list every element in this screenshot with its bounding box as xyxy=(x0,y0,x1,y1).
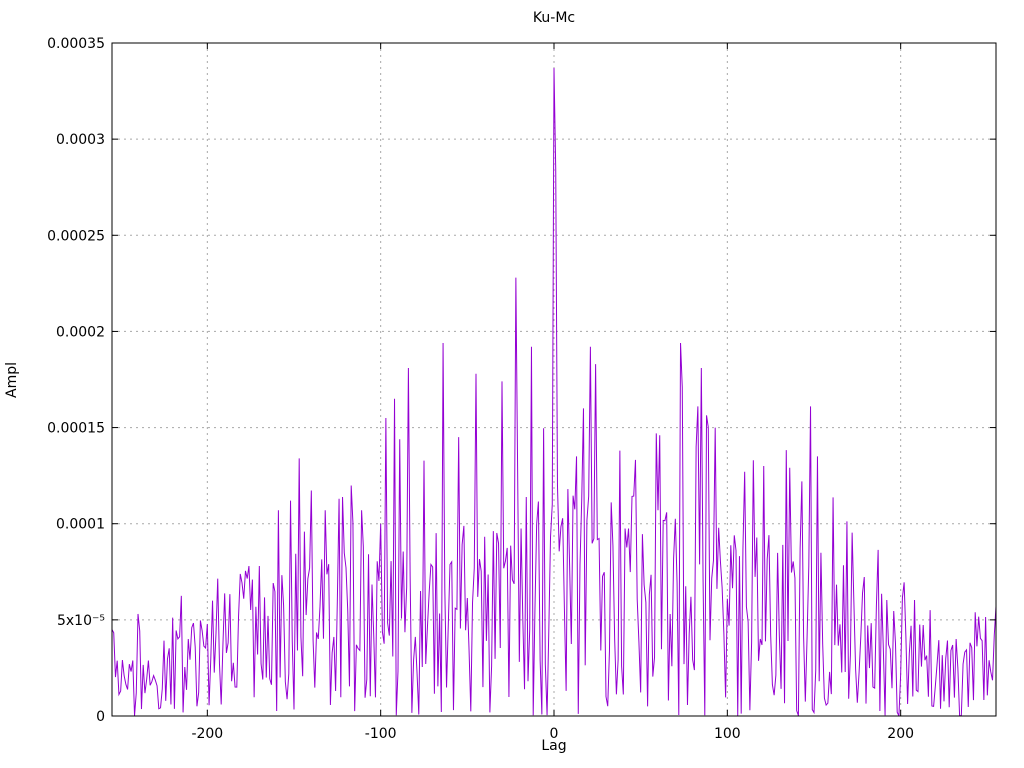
x-tick-label: -100 xyxy=(365,726,397,742)
y-tick-label: 0.00035 xyxy=(47,36,105,52)
y-tick-label: 0 xyxy=(96,709,105,725)
y-tick-label: 0.00025 xyxy=(47,228,105,244)
plot-border xyxy=(111,42,997,717)
y-axis-label: Ampl xyxy=(4,362,20,398)
series-line xyxy=(111,67,997,717)
y-tick-label: 0.0001 xyxy=(56,517,105,533)
chart-title: Ku-Mc xyxy=(532,10,576,26)
y-tick-label: 5x10⁻⁵ xyxy=(57,613,105,629)
x-axis-label: Lag xyxy=(541,738,567,754)
x-tick-label: 200 xyxy=(887,726,914,742)
x-tick-label: 0 xyxy=(550,726,559,742)
y-tick-label: 0.0003 xyxy=(56,132,105,148)
y-tick-label: 0.0002 xyxy=(56,324,105,340)
x-tick-label: 100 xyxy=(714,726,741,742)
y-tick-label: 0.00015 xyxy=(47,421,105,437)
x-tick-label: -200 xyxy=(191,726,223,742)
